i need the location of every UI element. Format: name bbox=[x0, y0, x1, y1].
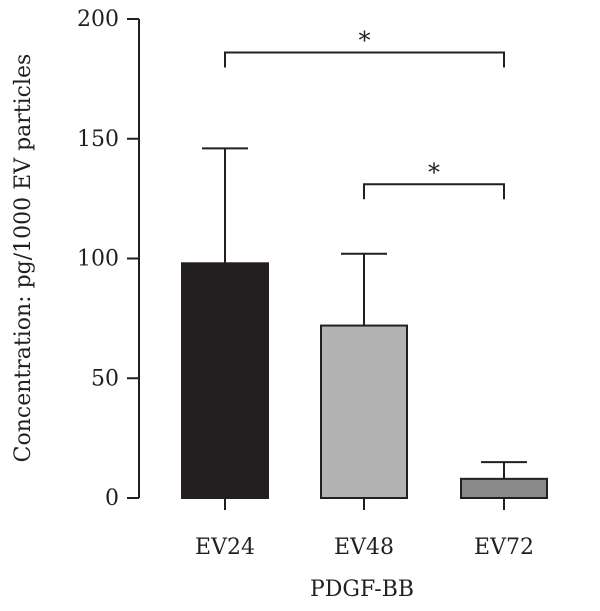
significance-label: * bbox=[428, 158, 440, 186]
y-axis-ticks: 0 50 100 150 200 bbox=[77, 7, 139, 511]
y-tick-label: 100 bbox=[77, 247, 119, 272]
significance-bracket bbox=[224, 51, 505, 68]
y-tick-label: 0 bbox=[105, 486, 119, 511]
x-axis-label: PDGF-BB bbox=[310, 577, 414, 602]
y-tick-label: 150 bbox=[77, 127, 119, 152]
x-tick-label: EV72 bbox=[474, 535, 534, 560]
significance-bracket bbox=[363, 183, 505, 200]
bars bbox=[181, 147, 548, 500]
significance-brackets: ** bbox=[224, 27, 505, 200]
bar-ev48 bbox=[320, 324, 408, 499]
y-tick-label: 50 bbox=[91, 366, 119, 391]
x-tick-label: EV48 bbox=[334, 535, 394, 560]
bar-ev72 bbox=[460, 477, 548, 499]
bar-ev24 bbox=[181, 262, 269, 500]
x-axis-ticks: EV24 EV48 EV72 bbox=[195, 498, 534, 560]
significance-label: * bbox=[359, 27, 371, 55]
y-axis-label: Concentration: pg/1000 EV particles bbox=[11, 54, 36, 463]
y-tick-label: 200 bbox=[77, 7, 119, 32]
x-tick-label: EV24 bbox=[195, 535, 255, 560]
